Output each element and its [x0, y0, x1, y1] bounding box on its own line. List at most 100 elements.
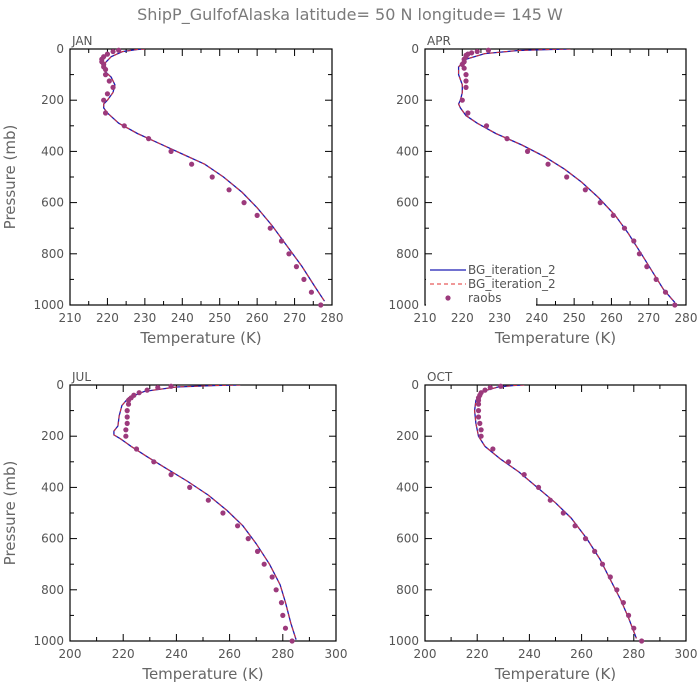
raobs-point	[155, 384, 161, 391]
y-tick-label: 600	[396, 196, 419, 210]
raobs-point	[289, 638, 295, 644]
x-tick-label: 220	[466, 647, 489, 661]
raobs-point	[614, 587, 620, 593]
y-tick-label: 0	[56, 378, 64, 392]
raobs-point	[168, 383, 174, 389]
raobs-point	[631, 238, 637, 244]
raobs-point	[504, 136, 510, 142]
raobs-point	[104, 91, 111, 97]
raobs-point	[102, 110, 109, 116]
plot-frame	[69, 48, 333, 306]
x-tick-label: 300	[675, 647, 698, 661]
raobs-point	[631, 625, 637, 631]
raobs-point	[136, 390, 142, 396]
raobs-point	[620, 600, 626, 606]
raobs-point	[234, 523, 241, 529]
raobs-point	[621, 225, 628, 231]
y-tick-label: 800	[41, 583, 64, 597]
plot-frame	[424, 384, 687, 642]
raobs-point	[123, 433, 129, 439]
raobs-point	[168, 472, 174, 478]
y-tick-label: 200	[396, 93, 419, 107]
bg-iteration-dashed-line	[103, 49, 325, 302]
raobs-point	[636, 251, 642, 257]
raobs-point	[293, 264, 300, 270]
raobs-point	[475, 414, 482, 420]
raobs-point	[205, 497, 211, 503]
legend-label-raobs: raobs	[468, 291, 502, 305]
raobs-point	[625, 612, 632, 619]
y-tick-label: 0	[56, 42, 64, 56]
raobs-point	[474, 48, 480, 55]
raobs-point	[116, 47, 122, 53]
raobs-point	[254, 548, 261, 555]
raobs-point	[286, 251, 292, 257]
raobs-point	[487, 384, 493, 391]
raobs-point	[220, 510, 226, 516]
raobs-point	[106, 78, 112, 84]
panel-jan: 210 220 230 240 250 260 270 280 0 200 400 600 800 100…	[1, 34, 343, 347]
x-tick-label: 200	[414, 647, 437, 661]
x-axis-label: Temperature (K)	[141, 665, 263, 683]
y-tick-label: 800	[396, 583, 419, 597]
legend-label-solid: BG_iteration_2	[468, 263, 556, 277]
raobs-point	[490, 446, 496, 452]
bg-iteration-dashed-line	[474, 385, 637, 639]
raobs-point	[133, 446, 140, 452]
raobs-point	[273, 587, 279, 593]
raobs-point	[482, 387, 488, 393]
raobs-point	[101, 97, 107, 103]
panel-jul: 200 220 240 260 280 300 0 200 400 600 800 1000 JUL Te…	[1, 370, 347, 683]
raobs-point	[478, 433, 484, 439]
raobs-point	[547, 497, 553, 503]
raobs-point	[607, 574, 613, 580]
x-tick-label: 280	[321, 311, 344, 325]
raobs-point	[189, 161, 195, 167]
y-tick-label: 200	[41, 429, 64, 443]
raobs-point	[123, 427, 129, 433]
raobs-point	[599, 561, 606, 567]
x-tick-label: 240	[165, 647, 188, 661]
raobs-point	[572, 523, 578, 529]
raobs-point	[498, 383, 504, 389]
y-tick-label: 600	[41, 532, 64, 546]
y-tick-label: 1000	[388, 298, 419, 312]
panel-oct: 200 220 240 260 280 300 0 200 400 600 800 1000 OCT Te…	[388, 370, 697, 683]
legend-box	[426, 260, 536, 306]
y-tick-label: 0	[411, 42, 419, 56]
subplots: 210 220 230 240 250 260 270 280 0 200 400 600 800 100…	[1, 34, 697, 683]
x-tick-label: 220	[112, 647, 135, 661]
raobs-point	[597, 200, 603, 206]
raobs-point	[644, 264, 650, 270]
x-tick-label: 210	[414, 311, 437, 325]
raobs-point	[151, 459, 157, 465]
x-tick-label: 230	[488, 311, 511, 325]
raobs-point	[459, 61, 465, 67]
panel-month-label: JUL	[71, 370, 91, 384]
raobs-point	[278, 600, 285, 606]
y-tick-label: 200	[396, 429, 419, 443]
legend-marker-raobs	[445, 295, 451, 301]
x-tick-label: 230	[133, 311, 156, 325]
raobs-point	[261, 561, 267, 567]
raobs-point	[125, 401, 132, 407]
y-tick-label: 0	[411, 378, 419, 392]
y-tick-label: 600	[41, 196, 64, 210]
raobs-point	[187, 484, 193, 490]
x-tick-label: 260	[246, 311, 269, 325]
raobs-point	[582, 536, 589, 542]
y-tick-label: 400	[396, 144, 419, 158]
y-tick-label: 1000	[388, 634, 419, 648]
plot-frame	[69, 384, 337, 642]
raobs-point	[463, 72, 469, 78]
raobs-point	[146, 136, 152, 142]
x-tick-label: 280	[675, 311, 698, 325]
raobs-point	[168, 148, 174, 154]
x-tick-label: 300	[325, 647, 348, 661]
raobs-point	[465, 110, 471, 116]
x-tick-label: 260	[600, 311, 623, 325]
raobs-point	[269, 574, 275, 580]
y-tick-label: 1000	[33, 298, 64, 312]
